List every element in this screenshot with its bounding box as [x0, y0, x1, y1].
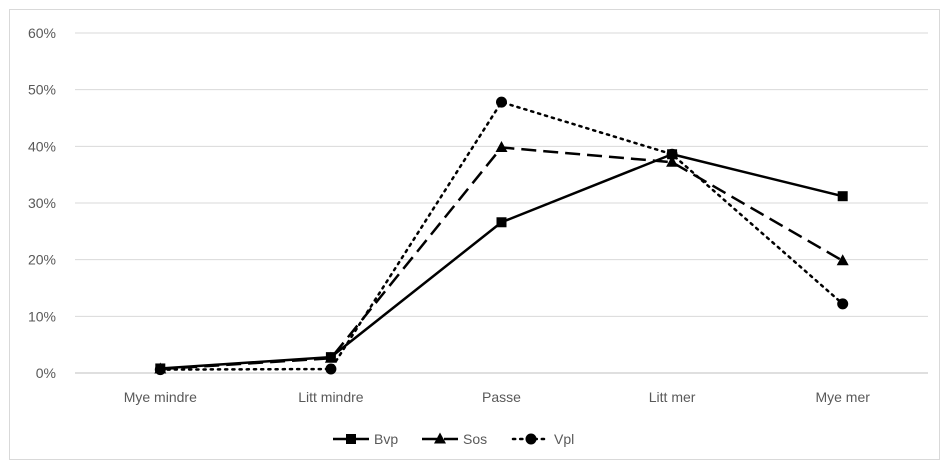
y-axis-ticks: 0% 10% 20% 30% 40% 50% 60% — [28, 25, 56, 381]
legend-label: Vpl — [554, 431, 574, 447]
y-tick-label: 50% — [28, 82, 56, 98]
data-point — [324, 351, 337, 363]
legend-item-vpl: Vpl — [511, 431, 574, 447]
x-tick-label: Litt mer — [649, 389, 696, 405]
data-point — [495, 140, 508, 152]
data-point — [496, 217, 507, 228]
x-tick-label: Litt mindre — [298, 389, 364, 405]
legend-marker — [346, 434, 356, 444]
data-point — [154, 364, 166, 376]
data-point — [325, 363, 337, 375]
y-tick-label: 60% — [28, 25, 56, 41]
legend-marker — [525, 433, 537, 445]
data-point — [666, 148, 678, 160]
data-point — [836, 254, 849, 266]
legend-item-sos: Sos — [422, 431, 487, 447]
data-point — [666, 155, 679, 167]
series-line — [159, 100, 844, 371]
data-point — [837, 191, 848, 202]
legend-label: Sos — [463, 431, 487, 447]
x-tick-label: Passe — [482, 389, 521, 405]
y-tick-label: 20% — [28, 252, 56, 268]
chart-border — [9, 9, 940, 460]
data-point — [837, 298, 849, 310]
series-lines — [154, 96, 849, 376]
legend-item-bvp: Bvp — [333, 431, 398, 447]
y-tick-label: 10% — [28, 308, 56, 324]
x-tick-label: Mye mer — [815, 389, 870, 405]
y-tick-label: 30% — [28, 195, 56, 211]
x-axis-ticks: Mye mindre Litt mindre Passe Litt mer Mye me… — [124, 389, 871, 405]
legend: Bvp Sos Vpl — [333, 431, 574, 447]
legend-marker — [434, 432, 446, 444]
x-tick-label: Mye mindre — [124, 389, 197, 405]
legend-label: Bvp — [374, 431, 398, 447]
y-tick-label: 0% — [36, 365, 56, 381]
y-tick-label: 40% — [28, 138, 56, 154]
data-point — [496, 96, 507, 108]
series-vpl — [154, 96, 849, 376]
